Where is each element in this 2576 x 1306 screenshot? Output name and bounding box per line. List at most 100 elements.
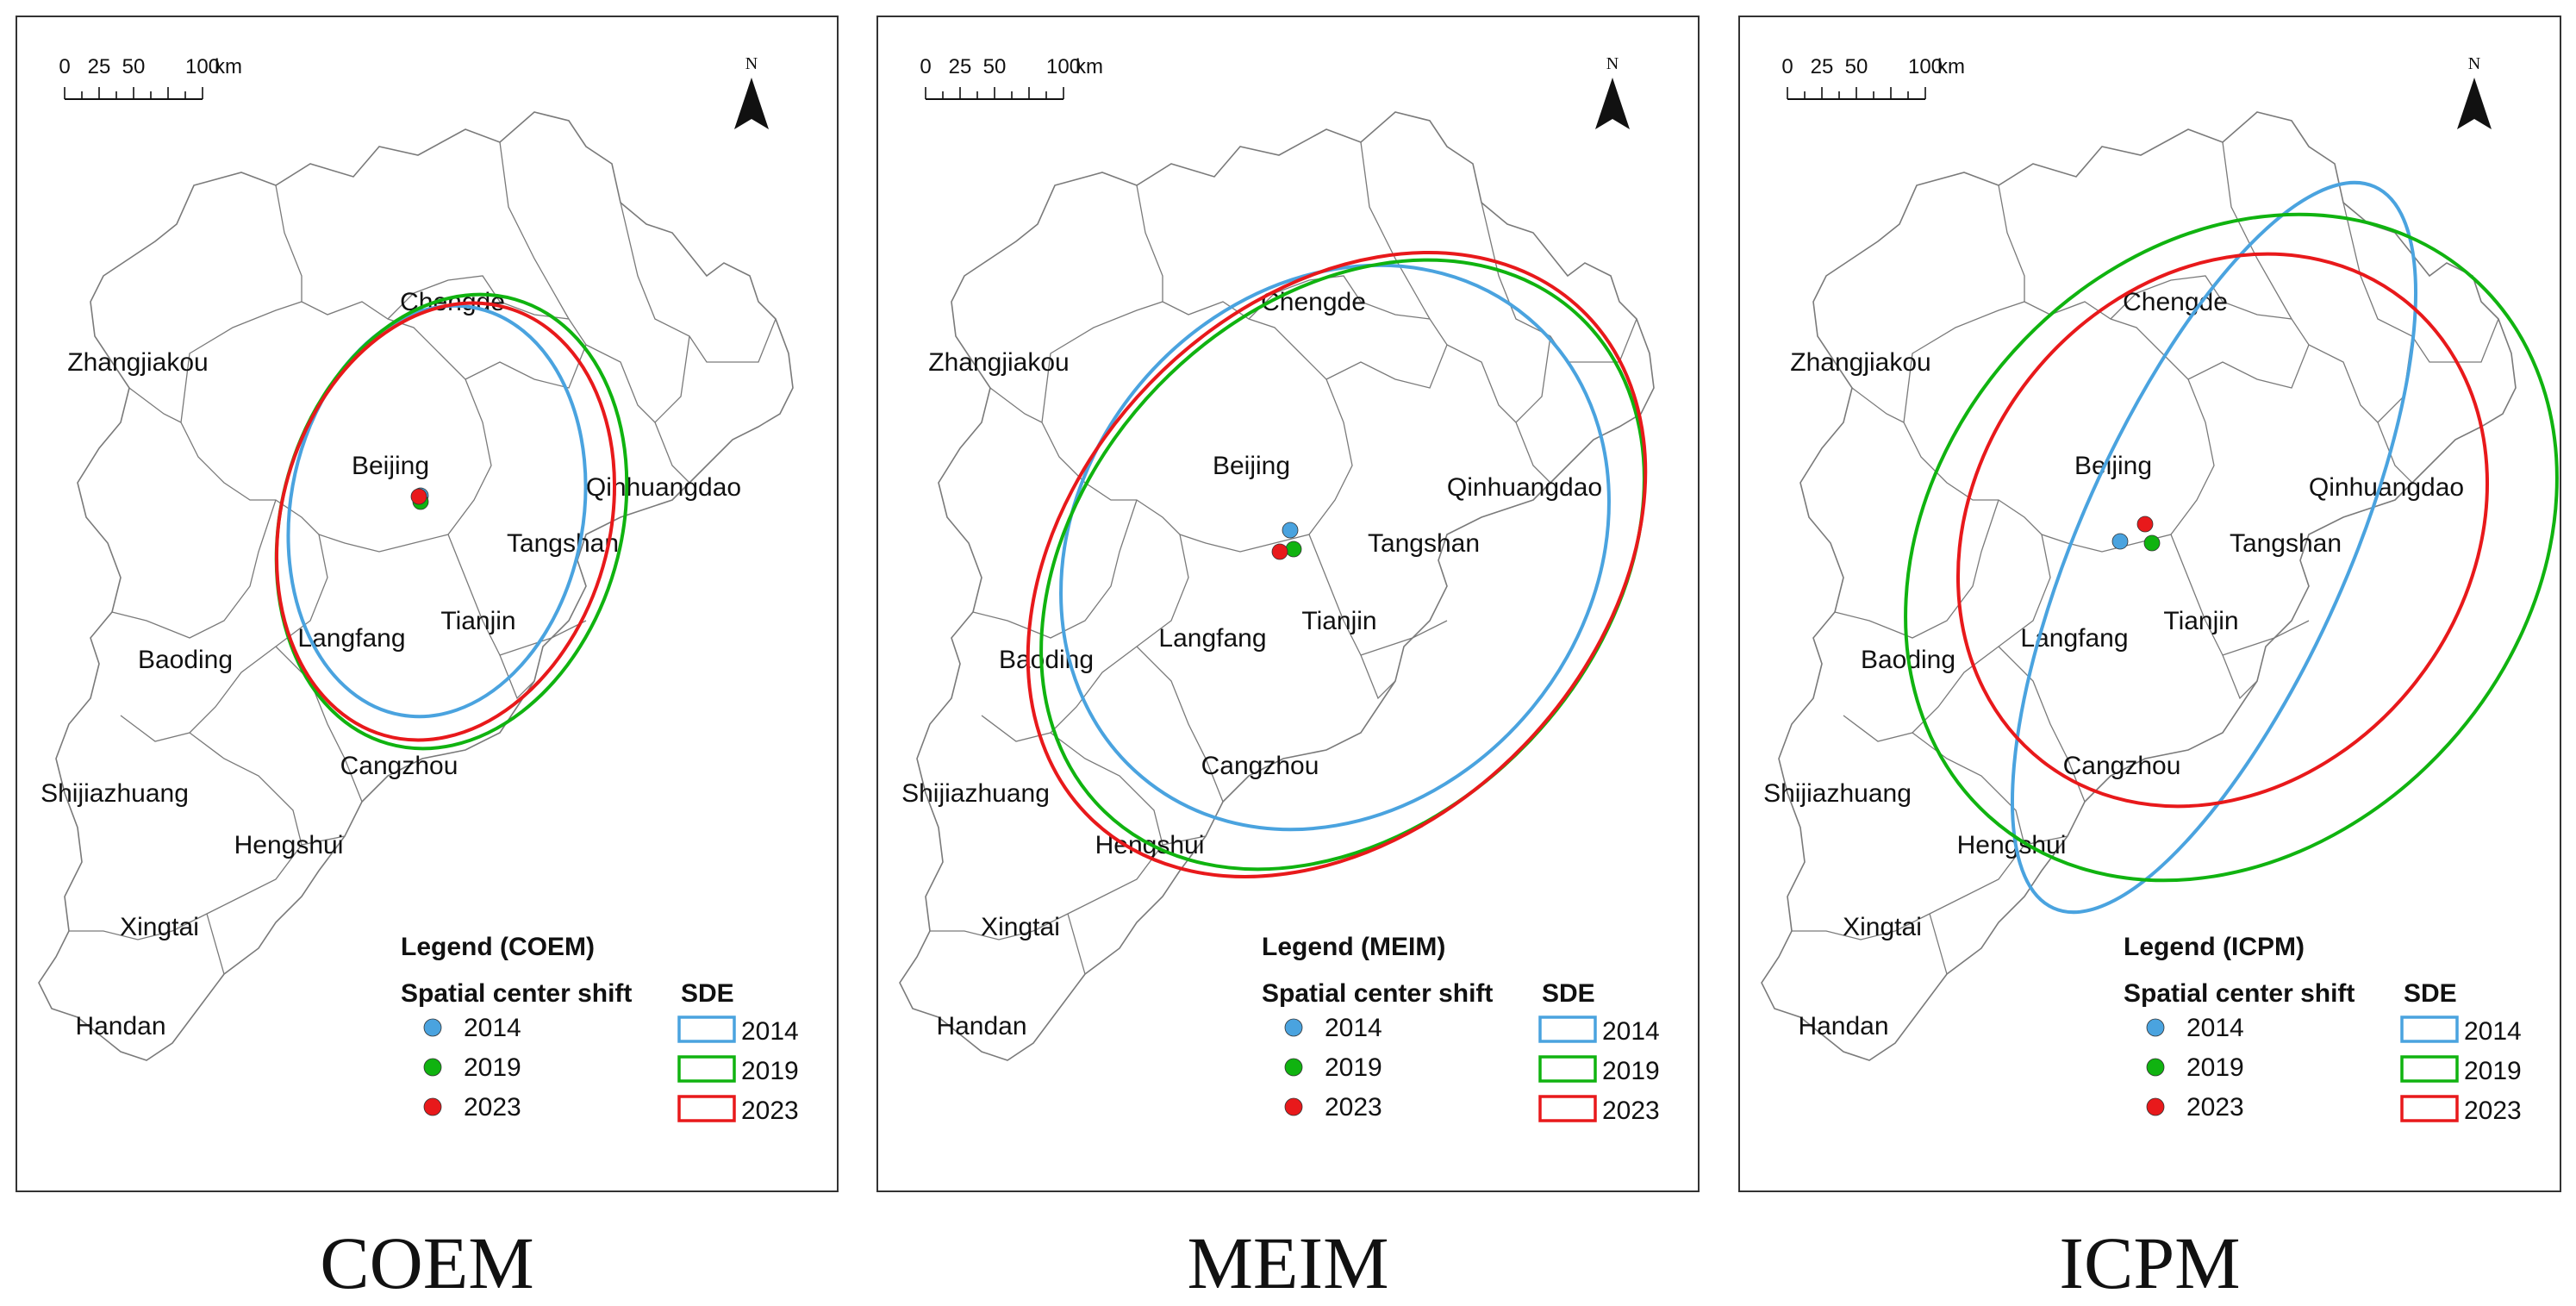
city-label-zhangjiakou: Zhangjiakou xyxy=(928,348,1069,377)
city-boundary xyxy=(206,913,225,975)
city-label-zhangjiakou: Zhangjiakou xyxy=(1790,348,1930,377)
legend-sde-year: 2023 xyxy=(741,1097,799,1125)
city-boundary xyxy=(1998,184,2025,302)
scale-tick-label: 50 xyxy=(983,55,1007,78)
map-panel-icpm: Zhangjiakou Chengde Beijing Qinhuangdao Tang… xyxy=(1738,16,2561,1192)
legend-title: Legend (ICPM) xyxy=(2124,933,2305,961)
legend-center-swatch-2019 xyxy=(1284,1058,1303,1077)
city-label-cangzhou: Cangzhou xyxy=(340,752,458,780)
caption-coem: COEM xyxy=(320,1222,534,1304)
legend-sde-swatch-2023 xyxy=(2400,1095,2459,1122)
city-boundary xyxy=(499,620,587,656)
city-label-langfang: Langfang xyxy=(1158,624,1266,653)
legend-title: Legend (MEIM) xyxy=(1262,933,1445,961)
scale-tick-label: 0 xyxy=(920,55,931,78)
legend-center-year: 2019 xyxy=(1325,1053,1382,1082)
legend-center-swatch-2014 xyxy=(423,1018,442,1037)
legend-center-year: 2023 xyxy=(464,1093,521,1122)
legend-center-year: 2023 xyxy=(1325,1093,1382,1122)
sde-ellipse-2019 xyxy=(1904,212,2559,883)
city-label-tangshan: Tangshan xyxy=(2230,529,2342,558)
city-boundary xyxy=(930,732,1163,940)
city-label-xingtai: Xingtai xyxy=(120,913,199,941)
city-boundary xyxy=(1998,646,2086,803)
legend-center-year: 2019 xyxy=(464,1053,521,1082)
legend-sde-year: 2023 xyxy=(2464,1097,2522,1125)
city-boundary xyxy=(1136,184,1163,302)
legend-sde-year: 2023 xyxy=(1602,1097,1660,1125)
city-label-handan: Handan xyxy=(936,1012,1026,1040)
city-boundary xyxy=(447,534,535,700)
city-label-shijiazhuang: Shijiazhuang xyxy=(901,779,1050,808)
city-boundary xyxy=(1308,534,1396,700)
legend-center-swatch-2014 xyxy=(1284,1018,1303,1037)
city-boundary xyxy=(1136,646,1224,803)
map-svg: ZhangjiakouChengdeBeijingQinhuangdaoTang… xyxy=(1761,54,2559,1125)
city-label-qinhuangdao: Qinhuangdao xyxy=(2309,473,2464,502)
north-arrow-icon: N xyxy=(734,54,769,129)
legend-sde-swatch-2023 xyxy=(1538,1095,1597,1122)
legend-sde-year: 2019 xyxy=(1602,1057,1660,1085)
center-point-2014 xyxy=(2111,533,2129,550)
city-boundary xyxy=(2187,344,2310,389)
sde-ellipse-2023 xyxy=(1955,252,2490,809)
legend-center-year: 2014 xyxy=(1325,1014,1382,1042)
city-boundary xyxy=(2377,422,2413,484)
sde-ellipse-2019 xyxy=(1039,258,1646,872)
city-label-beijing: Beijing xyxy=(2074,452,2152,480)
city-label-chengde: Chengde xyxy=(1261,288,1366,316)
legend-sde-swatch-2019 xyxy=(2400,1055,2459,1083)
city-label-hengshui: Hengshui xyxy=(234,831,344,859)
city-boundary xyxy=(1360,620,1448,656)
north-arrow-icon: N xyxy=(2457,54,2492,129)
city-label-beijing: Beijing xyxy=(1213,452,1290,480)
city-boundary xyxy=(1834,499,1999,639)
legend-sde-year: 2019 xyxy=(2464,1057,2522,1085)
legend-center-year: 2014 xyxy=(464,1014,521,1042)
city-boundary xyxy=(1903,301,2215,553)
city-label-cangzhou: Cangzhou xyxy=(2063,752,2181,780)
boundary-outline xyxy=(38,111,794,1061)
legend-sde-year: 2014 xyxy=(2464,1017,2522,1046)
legend-sde-swatch-2014 xyxy=(677,1015,736,1043)
svg-text:N: N xyxy=(745,54,758,73)
city-boundary xyxy=(120,534,328,742)
legend-title: Legend (COEM) xyxy=(401,933,595,961)
city-label-tianjin: Tianjin xyxy=(1301,607,1376,635)
map-svg: ZhangjiakouChengdeBeijingQinhuangdaoTang… xyxy=(38,54,799,1125)
sde-ellipse-2014 xyxy=(286,303,588,719)
city-boundary xyxy=(1843,534,2051,742)
legend-center-year: 2023 xyxy=(2186,1093,2244,1122)
scale-tick-label: 100 xyxy=(1046,55,1081,78)
city-boundary xyxy=(465,344,587,389)
caption-icpm: ICPM xyxy=(2059,1222,2241,1304)
center-point-2014 xyxy=(1282,522,1299,539)
city-boundary xyxy=(981,534,1189,742)
city-label-tianjin: Tianjin xyxy=(440,607,515,635)
scale-tick-label: 0 xyxy=(59,55,70,78)
legend-center-swatch-2019 xyxy=(423,1058,442,1077)
city-boundary xyxy=(972,499,1138,639)
city-boundary xyxy=(275,646,363,803)
center-point-2019 xyxy=(1285,541,1302,558)
legend: Legend (MEIM)Spatial center shift SDE2014… xyxy=(1262,933,1660,1125)
scale-unit-label: km xyxy=(1076,55,1103,78)
scale-tick-label: 100 xyxy=(185,55,220,78)
legend-center-shift-heading: Spatial center shift xyxy=(1262,979,1493,1008)
scale-tick-label: 100 xyxy=(1908,55,1943,78)
legend-sde-swatch-2019 xyxy=(1538,1055,1597,1083)
city-boundary xyxy=(1515,422,1551,484)
city-label-tangshan: Tangshan xyxy=(507,529,619,558)
city-boundary xyxy=(2110,275,2379,423)
city-boundary xyxy=(1360,141,1431,320)
legend: Legend (ICPM)Spatial center shift SDE2014… xyxy=(2124,933,2522,1125)
legend-center-year: 2019 xyxy=(2186,1053,2244,1082)
svg-text:N: N xyxy=(1606,54,1619,73)
city-boundary xyxy=(111,499,277,639)
city-boundary xyxy=(275,184,303,302)
city-boundary xyxy=(69,732,303,940)
city-label-shijiazhuang: Shijiazhuang xyxy=(41,779,189,808)
sde-ellipse-2014 xyxy=(2011,180,2417,915)
